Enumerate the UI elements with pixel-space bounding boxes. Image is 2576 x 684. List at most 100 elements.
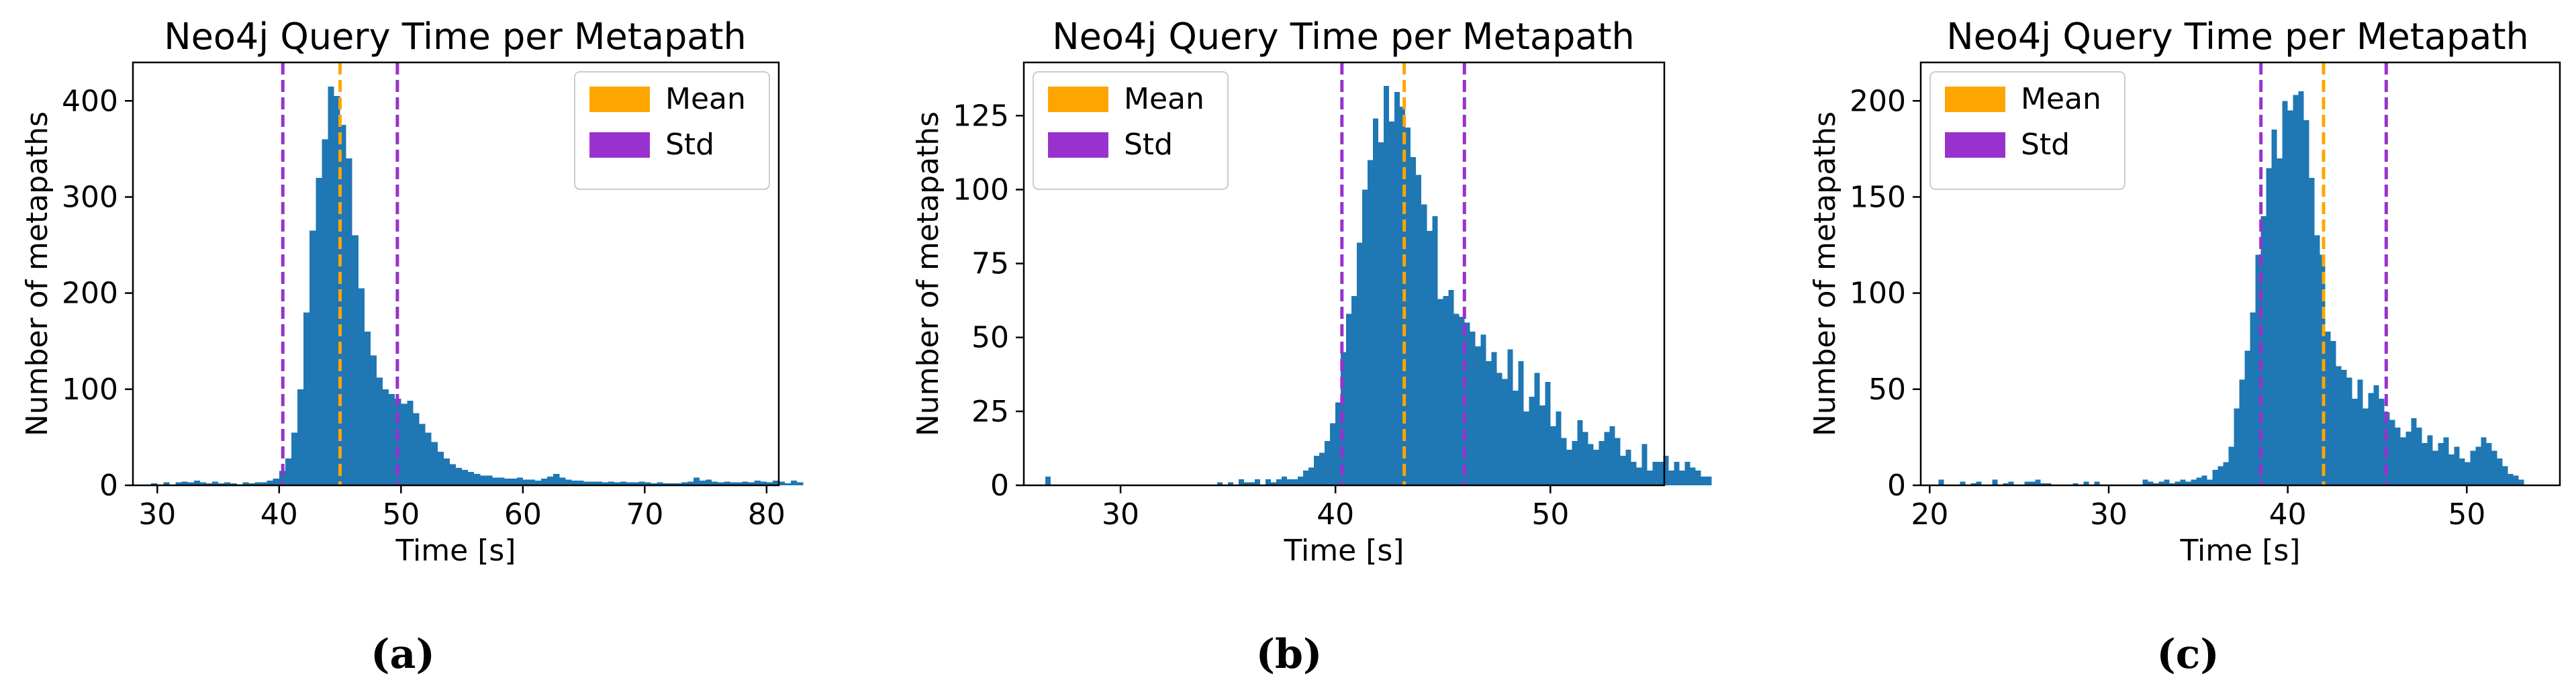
histogram-bar	[577, 480, 584, 485]
histogram-bar	[2518, 479, 2524, 485]
histogram-bar	[1486, 360, 1492, 485]
histogram-bar	[534, 480, 542, 485]
histogram-bar	[663, 483, 669, 485]
histogram-bar	[1282, 476, 1288, 485]
histogram-bar	[1529, 396, 1535, 485]
histogram-bar	[401, 403, 408, 485]
histogram-bar	[571, 480, 578, 485]
histogram-bar	[1604, 432, 1610, 485]
histogram-bar	[2336, 366, 2342, 485]
legend-label: Std	[1124, 128, 1173, 162]
histogram-bar	[632, 482, 639, 485]
legend: Mean Std	[574, 71, 770, 190]
histogram-bar	[595, 481, 602, 485]
histogram-bar	[553, 473, 560, 485]
histogram-bar	[2030, 481, 2036, 485]
x-tick-label: 30	[2090, 497, 2128, 532]
histogram-bar	[1609, 426, 1615, 485]
histogram-bar	[1631, 461, 1637, 485]
histogram-bar	[316, 177, 322, 485]
histogram-bar	[2368, 393, 2374, 485]
histogram-bar	[1378, 142, 1384, 485]
histogram-bar	[218, 483, 225, 485]
histogram-bar	[2250, 312, 2256, 485]
chart-title: Neo4j Query Time per Metapath	[164, 15, 746, 58]
histogram-bar	[730, 482, 736, 485]
histogram-bar	[2416, 428, 2422, 485]
histogram-bar	[2422, 443, 2428, 485]
histogram-bar	[2443, 437, 2449, 485]
histogram-bar	[779, 481, 785, 485]
histogram-bar	[700, 480, 706, 485]
histogram-bar	[407, 401, 414, 485]
y-tick-label: 25	[971, 395, 1009, 429]
histogram-bar	[1287, 479, 1293, 485]
y-tick-label: 300	[62, 180, 118, 214]
histogram-bar	[242, 482, 249, 485]
histogram-bar	[2448, 454, 2454, 485]
histogram-bar	[2024, 481, 2030, 485]
histogram-bar	[2405, 431, 2412, 485]
histogram-bar	[657, 482, 663, 485]
histogram-bar	[1266, 479, 1272, 485]
histogram-bar	[211, 481, 219, 485]
histogram-bar	[1518, 360, 1524, 485]
histogram-panel-b: 30 40 50 0 25 50 75 100 125 Neo4j Query Time per …	[911, 15, 1712, 678]
histogram-bar	[1271, 482, 1277, 485]
histogram-bar	[2395, 428, 2401, 485]
histogram-bar	[712, 481, 718, 485]
histogram-bar	[791, 480, 798, 485]
axes-frame	[1022, 61, 1666, 487]
histogram-bar	[1432, 216, 1438, 485]
histogram-bar	[1496, 373, 1502, 485]
histogram-bar	[626, 482, 633, 485]
histogram-bar	[602, 482, 608, 485]
histogram-bar	[1453, 313, 1460, 485]
subfigure-caption: (b)	[1256, 631, 1323, 678]
histogram-bar	[224, 482, 231, 485]
histogram-bar	[1346, 313, 1352, 485]
histogram-bar	[462, 470, 469, 485]
legend-swatch	[1048, 87, 1108, 112]
y-tick-label: 200	[1850, 84, 1906, 118]
chart-title: Neo4j Query Time per Metapath	[1946, 15, 2528, 58]
histogram-bar	[328, 86, 334, 485]
histogram-bar	[1625, 450, 1631, 485]
histogram-bar	[2427, 435, 2433, 485]
histogram-bar	[1615, 438, 1621, 485]
histogram-bar	[2201, 475, 2207, 485]
histogram-bar	[559, 477, 566, 485]
histogram-panel-c: 20 30 40 50 0 50 100 150 200 Neo4j Query Time per…	[1808, 15, 2561, 678]
histogram-bar	[1249, 482, 1255, 485]
histogram-bar	[383, 389, 389, 485]
x-tick-label: 40	[1317, 497, 1354, 532]
legend-label: Mean	[1124, 82, 1204, 116]
x-tick-label: 60	[504, 497, 542, 532]
histogram-bar	[2191, 479, 2197, 485]
histogram-bar	[2185, 481, 2191, 485]
legend: Mean Std	[1929, 71, 2126, 190]
legend: Mean Std	[1033, 71, 1229, 190]
y-tick-label: 200	[62, 277, 118, 311]
histogram-bar	[334, 96, 340, 485]
histogram-bar	[1368, 160, 1374, 485]
y-axis-label: Number of metapaths	[911, 111, 945, 436]
histogram-bar	[2175, 481, 2181, 485]
histogram-bar	[2217, 466, 2224, 485]
histogram-bar	[638, 481, 645, 485]
histogram-bar	[583, 481, 590, 485]
histogram-bar	[498, 477, 505, 485]
histogram-bar	[1437, 299, 1443, 485]
histogram-bar	[285, 458, 291, 485]
histogram-bar	[364, 331, 371, 485]
y-tick-label: 0	[990, 469, 1009, 503]
histogram-bar	[1298, 476, 1304, 485]
histogram-bar	[645, 482, 651, 485]
histogram-bar	[492, 477, 499, 485]
histogram-bar	[522, 479, 529, 485]
histogram-bar	[1464, 322, 1470, 485]
histogram-bar	[706, 479, 712, 485]
histogram-bar	[437, 451, 444, 485]
histogram-bar	[431, 442, 438, 485]
histogram-bar	[2432, 450, 2438, 485]
